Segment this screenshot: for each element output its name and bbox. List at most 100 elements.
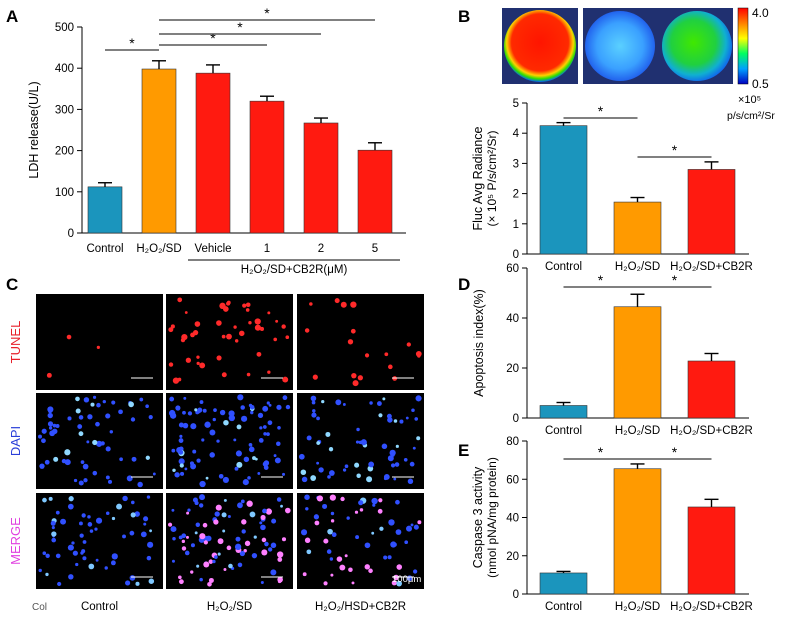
significance-star: * <box>672 444 678 460</box>
cell-nucleus <box>107 479 113 484</box>
cell-nucleus <box>168 327 174 333</box>
bar <box>141 68 177 234</box>
panel-letter-c: C <box>6 275 18 294</box>
cell-nucleus <box>371 531 375 535</box>
cell-nucleus <box>318 467 324 473</box>
cell-nucleus <box>413 569 418 574</box>
cell-nucleus <box>248 442 253 447</box>
panel-letter-e: E <box>458 441 469 460</box>
cell-nucleus <box>316 441 321 445</box>
y-tick-label: 60 <box>506 474 519 486</box>
cell-nucleus <box>300 469 307 475</box>
cell-nucleus <box>347 339 354 345</box>
cell-nucleus <box>267 370 271 374</box>
cell-nucleus <box>369 401 373 405</box>
cell-nucleus <box>312 374 318 380</box>
cell-nucleus <box>364 542 371 549</box>
cell-nucleus <box>221 512 227 518</box>
well-control <box>504 10 576 82</box>
cell-nucleus <box>383 476 388 481</box>
colorbar-unit-2: p/s/cm²/Sr <box>727 110 775 122</box>
x-category-label: H₂O₂/SD+CB2R <box>670 601 753 613</box>
cell-nucleus <box>325 431 331 437</box>
y-tick-label: 200 <box>55 146 74 158</box>
cell-nucleus <box>228 410 235 417</box>
cell-nucleus <box>116 503 122 510</box>
cell-nucleus <box>55 423 60 428</box>
cell-nucleus <box>240 499 245 504</box>
cell-nucleus <box>167 522 173 527</box>
bar <box>613 468 662 595</box>
cell-nucleus <box>214 511 220 517</box>
bar <box>539 572 588 595</box>
cell-nucleus <box>234 543 242 551</box>
cell-nucleus <box>209 452 215 458</box>
cell-nucleus <box>185 357 192 363</box>
cell-nucleus <box>270 542 277 549</box>
cell-nucleus <box>387 555 392 560</box>
cell-nucleus <box>66 334 72 340</box>
cell-nucleus <box>75 408 81 414</box>
cell-nucleus <box>92 395 97 399</box>
cell-nucleus <box>184 550 190 556</box>
cell-nucleus <box>146 555 152 561</box>
cell-nucleus <box>280 504 283 508</box>
cell-nucleus <box>388 364 393 370</box>
cell-nucleus <box>323 581 328 586</box>
cell-nucleus <box>342 468 347 472</box>
cell-nucleus <box>68 496 74 502</box>
cell-nucleus <box>237 394 244 401</box>
cell-nucleus <box>262 405 269 412</box>
cell-nucleus <box>387 455 394 462</box>
corner-label: Col <box>32 602 47 613</box>
cell-nucleus <box>139 397 144 402</box>
cell-nucleus <box>81 549 86 554</box>
cell-nucleus <box>249 404 255 410</box>
chart-b-fluc-radiance: 0 1 2 3 4 5 Fluc Avg Radiance (× 10⁵ P/s/cm²/Sr… <box>471 98 753 273</box>
cell-nucleus <box>334 298 340 304</box>
cell-nucleus <box>67 544 74 551</box>
cell-nucleus <box>199 362 206 369</box>
cell-nucleus <box>268 403 272 407</box>
cell-nucleus <box>190 423 197 430</box>
cell-nucleus <box>78 480 84 486</box>
cell-nucleus <box>416 436 421 441</box>
cell-nucleus <box>222 476 229 484</box>
cell-nucleus <box>87 515 91 519</box>
cell-nucleus <box>148 415 153 420</box>
cell-nucleus <box>270 569 277 576</box>
cell-nucleus <box>218 473 224 479</box>
cell-nucleus <box>244 540 251 547</box>
cell-nucleus <box>262 461 269 467</box>
cell-nucleus <box>340 301 347 308</box>
cell-nucleus <box>335 399 342 406</box>
cell-nucleus <box>49 430 56 437</box>
bar <box>539 405 588 419</box>
bar <box>613 306 662 419</box>
cell-nucleus <box>177 377 182 382</box>
x-category-label: 2 <box>318 243 324 255</box>
cell-nucleus <box>110 560 116 566</box>
row-label: TUNEL <box>8 321 23 364</box>
chart-d-apoptosis: 0 20 40 60 Apoptosis index(%) Control H₂O₂/SD H… <box>472 263 753 437</box>
cell-nucleus <box>81 513 86 518</box>
cell-nucleus <box>184 467 188 471</box>
cell-nucleus <box>88 563 95 570</box>
cell-nucleus <box>235 536 241 542</box>
cell-nucleus <box>196 361 200 366</box>
significance-star: * <box>598 103 604 119</box>
cell-nucleus <box>47 412 53 419</box>
cell-nucleus <box>236 461 243 468</box>
cell-nucleus <box>399 419 404 424</box>
y-tick-label: 4 <box>513 128 520 140</box>
cell-nucleus <box>170 526 177 533</box>
cell-nucleus <box>190 543 195 548</box>
cell-nucleus <box>178 438 184 443</box>
cell-nucleus <box>267 547 273 552</box>
column-label: H₂O₂/SD <box>207 601 252 613</box>
cell-nucleus <box>304 494 310 500</box>
cell-nucleus <box>285 507 291 514</box>
cell-nucleus <box>327 475 331 479</box>
cell-nucleus <box>226 301 231 306</box>
cell-nucleus <box>304 328 310 333</box>
